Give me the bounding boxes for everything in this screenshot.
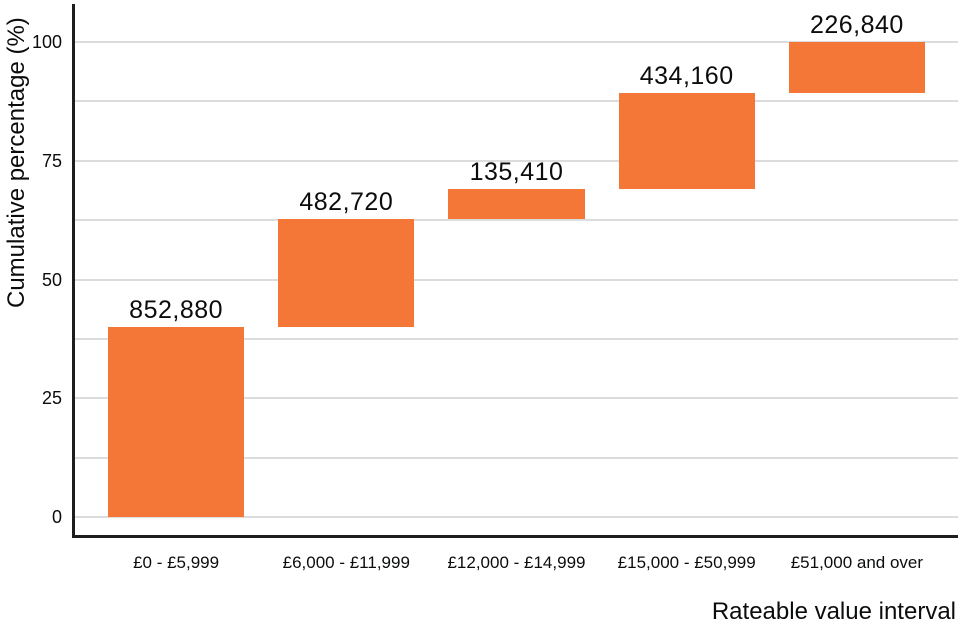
waterfall-bar [788,42,925,93]
waterfall-bar [108,326,245,517]
waterfall-bar [448,189,585,220]
gridline [75,219,958,222]
x-axis-tick-labels: £0 - £5,999 £6,000 - £11,999 £12,000 - £14… [75,551,958,577]
x-tick-label: £0 - £5,999 [133,553,220,572]
x-tick-label: £12,000 - £14,999 [447,553,586,572]
y-tick-label: 75 [41,150,62,171]
bar-value-label: 226,840 [809,11,904,39]
waterfall-bar [278,219,415,327]
bar-value-label: 434,160 [639,61,734,90]
x-tick-label: £15,000 - £50,999 [617,553,756,572]
y-tick-label: 0 [51,507,62,527]
waterfall-bar [618,92,755,190]
x-tick-label: £6,000 - £11,999 [282,553,410,572]
gridline [75,456,958,459]
gridline [75,159,958,162]
gridline [75,337,958,340]
y-tick-label: 100 [31,32,62,52]
x-tick-label: £51,000 and over [790,553,924,572]
bar-value-label: 135,410 [469,158,564,187]
y-axis-tick-labels: 0 25 50 75 100 [0,4,62,538]
bar-value-label: 852,880 [129,295,224,324]
y-tick-label: 25 [41,388,62,409]
x-axis-title: Rateable value interval [711,598,956,625]
gridline [75,100,958,103]
gridline [75,41,958,43]
gridline [75,397,958,400]
gridline [75,278,958,281]
bar-value-label: 482,720 [299,188,394,217]
gridline [75,516,958,518]
y-tick-label: 50 [41,269,62,290]
plot-area: 852,880 482,720 135,410 434,160 226,840 [72,4,958,538]
